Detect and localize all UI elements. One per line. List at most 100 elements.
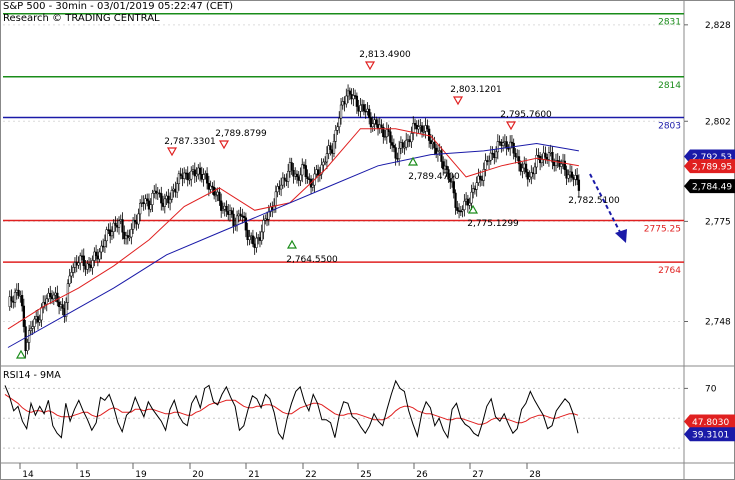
pivot-low-marker [15,349,27,359]
candle-body [144,198,147,205]
x-tick-label: 26 [416,470,428,480]
price-tag-label: 2,789.95 [692,163,732,173]
candle-body [56,292,59,303]
candle-body [336,126,339,131]
candle-body [131,220,135,230]
candle-body [375,119,378,125]
candle-body [530,172,533,178]
candle-body [348,90,351,95]
candle-body [183,172,186,179]
pivot-label: 2,789.8799 [215,129,267,139]
candle-body [299,174,302,181]
candle-body [42,302,45,308]
candle-body [383,136,387,138]
y-tick-label: 2,802 [705,117,731,127]
x-tick-label: 19 [135,470,147,480]
candle-body [105,229,108,242]
resistance-label: 2831 [658,18,681,28]
candle-body [151,193,154,205]
candle-body [304,165,307,178]
y-tick-label: 2,775 [705,217,731,227]
candle-body [461,209,464,212]
candle-body [456,207,459,211]
candle-body [494,151,498,159]
pivot-label: 2,782.5100 [568,196,620,206]
pivot-high-marker [218,140,230,150]
candles [8,84,581,358]
support-label: 2775.25 [644,224,681,234]
candle-body [255,237,258,248]
price-tag-label: 2,792.53 [692,153,732,163]
candle-body [426,125,429,130]
candle-body [447,169,450,180]
pivot-label: 2,813.4900 [359,50,411,60]
candle-body [570,171,573,178]
candle-body [380,124,383,128]
candle-body [72,267,75,273]
candle-body [420,125,424,132]
x-tick-label: 27 [472,470,483,480]
candle-body [533,166,536,175]
candle-body [13,292,17,303]
candle-body [440,150,443,162]
candle-body [517,156,521,165]
candle-body [221,208,225,211]
candle-body [10,296,13,302]
candle-body [466,198,470,206]
candle-body [324,161,327,164]
candle-body [149,204,152,210]
candle-body [359,105,362,112]
candle-body [362,104,366,112]
candle-body [295,173,299,177]
candle-body [20,295,24,307]
candle-body [519,163,522,172]
candle-body [202,174,205,180]
pivot-label: 2,795.7600 [500,110,552,120]
candle-body [211,185,214,188]
candle-body [45,298,48,305]
candle-body [262,220,265,233]
candle-body [248,236,251,240]
candle-body [382,126,385,137]
resistance-label: 2814 [658,81,681,91]
candle-body [287,170,290,182]
candle-body [320,164,323,175]
rsi-line [4,379,579,441]
y-tick-label: 2,828 [705,21,731,31]
candle-body [496,141,499,153]
candle-body [146,198,149,202]
pivot-high-marker [364,61,376,71]
candle-body [412,123,415,134]
candle-body [577,179,581,191]
candle-body [130,229,133,238]
candle-body [306,176,309,179]
candle-body [274,191,277,206]
candle-body [246,229,249,240]
pivot-label: 2,789.4700 [408,172,460,182]
candle-body [36,316,40,323]
rsi-title: RSI14 - 9MA [3,370,61,381]
rsi-ma-line [4,393,579,425]
candle-body [190,170,193,180]
x-tick-label: 21 [248,470,259,480]
candle-body [220,200,223,211]
candle-body [40,307,43,321]
candle-body [401,142,404,148]
candle-body [86,263,89,270]
candle-body [521,167,524,172]
pivot-low-marker [467,204,479,214]
candle-body [267,211,270,220]
candle-body [560,163,563,167]
candle-body [117,220,121,228]
candle-body [251,235,255,245]
pivot-label: 2,803.1201 [450,85,502,95]
candle-body [537,154,540,157]
candle-body [394,147,397,159]
candle-body [160,193,163,204]
candle-body [463,200,466,210]
candle-body [179,173,182,176]
candle-body [176,183,179,193]
candle-body [218,191,221,202]
candle-body [26,342,29,351]
candle-body [114,222,117,226]
